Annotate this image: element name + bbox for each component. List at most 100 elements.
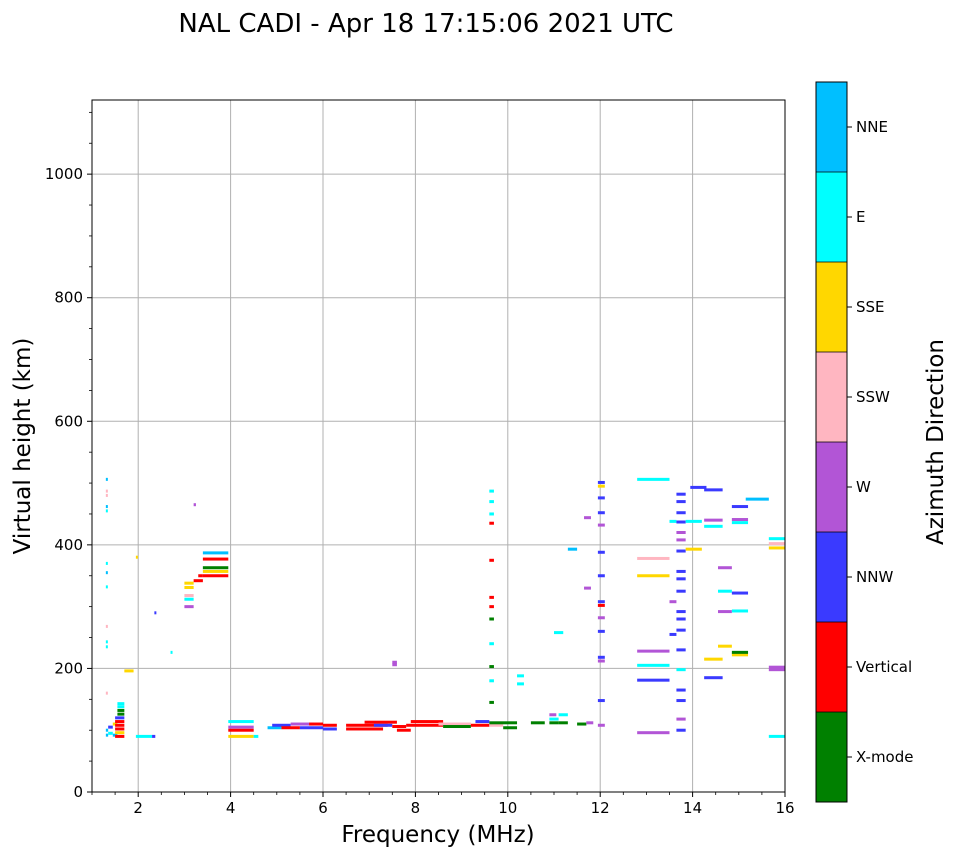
echo-trace bbox=[637, 649, 670, 653]
echo-trace bbox=[637, 678, 670, 682]
echo-trace bbox=[346, 723, 388, 727]
echo-trace bbox=[676, 717, 686, 721]
echo-trace bbox=[517, 674, 524, 678]
echo-trace bbox=[731, 505, 749, 509]
echo-trace bbox=[731, 653, 749, 657]
colorbar-tick-label: Vertical bbox=[856, 658, 912, 676]
echo-trace bbox=[184, 605, 194, 609]
echo-trace bbox=[676, 520, 686, 524]
echo-trace bbox=[584, 586, 591, 590]
colorbar-frame bbox=[815, 81, 848, 803]
colorbar-tick-label: W bbox=[856, 478, 871, 496]
echo-trace bbox=[290, 722, 314, 726]
x-tick-label: 6 bbox=[318, 799, 328, 817]
echo-trace bbox=[410, 720, 444, 724]
grid-lines bbox=[92, 100, 786, 793]
echo-trace bbox=[549, 713, 557, 717]
y-tick-label: 600 bbox=[54, 412, 83, 430]
echo-trace bbox=[267, 726, 282, 730]
echo-trace bbox=[105, 624, 108, 628]
echo-trace bbox=[202, 566, 229, 570]
echo-trace bbox=[597, 496, 605, 500]
colorbar-tick-label: NNW bbox=[856, 568, 893, 586]
colorbar: X-mode Vertical NNW W SSW SSE E NNE bbox=[815, 81, 913, 803]
echo-trace bbox=[731, 650, 749, 654]
colorbar-segment bbox=[816, 262, 847, 352]
echo-trace bbox=[489, 721, 518, 725]
echo-trace bbox=[489, 605, 494, 609]
echo-trace bbox=[676, 549, 686, 553]
colorbar-segment bbox=[816, 172, 847, 262]
echo-trace bbox=[117, 702, 125, 706]
echo-trace bbox=[105, 489, 108, 493]
echo-trace bbox=[198, 574, 203, 578]
x-tick-label: 16 bbox=[775, 799, 794, 817]
echo-trace bbox=[558, 713, 568, 717]
echo-trace bbox=[768, 668, 785, 672]
echo-trace bbox=[105, 733, 109, 737]
echo-trace bbox=[704, 524, 723, 528]
echo-trace bbox=[704, 676, 723, 680]
echo-trace bbox=[704, 488, 723, 492]
echo-trace bbox=[676, 577, 686, 581]
echo-trace bbox=[489, 558, 494, 562]
echo-trace bbox=[685, 547, 702, 551]
echo-trace bbox=[704, 518, 723, 522]
echo-trace bbox=[115, 727, 125, 731]
echo-trace bbox=[597, 629, 605, 633]
x-axis-label: Frequency (MHz) bbox=[341, 822, 534, 848]
echo-trace bbox=[597, 484, 605, 488]
echo-trace bbox=[676, 728, 686, 732]
echo-trace bbox=[489, 500, 494, 504]
echo-trace bbox=[193, 579, 203, 583]
echo-trace bbox=[108, 725, 113, 729]
x-tick-label: 12 bbox=[591, 799, 610, 817]
echo-trace bbox=[577, 722, 587, 726]
echo-trace bbox=[637, 556, 670, 560]
echo-trace bbox=[309, 722, 323, 726]
echo-trace bbox=[669, 519, 677, 523]
echo-trace bbox=[584, 516, 591, 520]
echo-trace bbox=[202, 551, 229, 555]
echo-trace bbox=[530, 721, 545, 725]
echo-trace bbox=[597, 574, 605, 578]
echo-trace bbox=[669, 632, 677, 636]
echo-trace bbox=[105, 585, 108, 589]
echo-trace bbox=[768, 546, 785, 550]
echo-trace bbox=[299, 726, 323, 730]
echo-trace bbox=[105, 645, 108, 649]
colorbar-segment bbox=[816, 532, 847, 622]
echo-trace bbox=[718, 589, 732, 593]
echo-trace bbox=[597, 616, 605, 620]
echo-trace bbox=[443, 725, 471, 729]
echo-trace bbox=[170, 650, 173, 654]
echo-trace bbox=[105, 691, 108, 695]
echo-trace bbox=[690, 485, 707, 489]
echo-trace bbox=[718, 644, 732, 648]
echo-trace bbox=[489, 679, 494, 683]
echo-trace bbox=[517, 682, 524, 686]
echo-trace bbox=[108, 731, 113, 735]
echo-trace bbox=[323, 723, 337, 727]
echo-trace bbox=[597, 659, 605, 663]
echo-trace bbox=[676, 531, 686, 534]
echo-trace bbox=[105, 477, 108, 481]
echo-trace bbox=[105, 640, 108, 644]
colorbar-segment bbox=[816, 712, 847, 802]
echo-trace bbox=[184, 581, 194, 585]
echo-trace bbox=[228, 734, 254, 738]
echo-trace bbox=[597, 603, 605, 607]
x-tick-label: 2 bbox=[133, 799, 143, 817]
chart-title: NAL CADI - Apr 18 17:15:06 2021 UTC bbox=[178, 9, 673, 39]
echo-trace bbox=[364, 720, 397, 724]
echo-trace bbox=[117, 708, 125, 712]
echo-trace bbox=[392, 660, 397, 664]
echo-trace bbox=[676, 492, 686, 496]
echo-trace bbox=[768, 537, 785, 541]
echo-trace bbox=[676, 500, 686, 504]
echo-trace bbox=[718, 610, 732, 614]
echo-trace bbox=[202, 569, 229, 573]
echo-trace bbox=[676, 648, 686, 652]
echo-trace bbox=[597, 699, 605, 703]
